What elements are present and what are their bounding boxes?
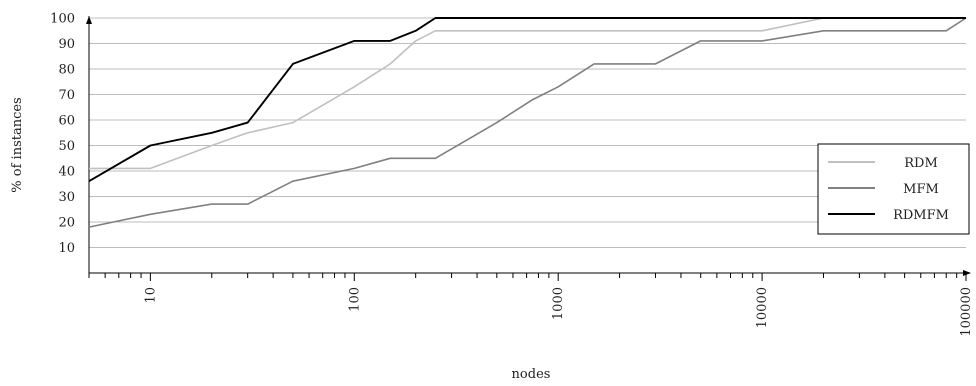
legend-label-rdmfm: RDMFM xyxy=(893,208,949,223)
y-tick-label: 30 xyxy=(58,190,75,205)
y-axis-arrow xyxy=(86,16,92,24)
series-lines xyxy=(88,17,967,228)
x-minor-ticks xyxy=(88,273,967,281)
legend-label-rdm: RDM xyxy=(904,156,938,171)
y-tick-label: 80 xyxy=(58,63,75,78)
legend: RDM MFM RDMFM xyxy=(817,143,970,235)
y-tick-labels: 10 20 30 40 50 60 70 80 90 100 xyxy=(50,12,75,257)
series-line-rdmfm xyxy=(88,17,966,183)
y-tick-label: 10 xyxy=(58,241,75,256)
x-tick-label: 100000 xyxy=(959,287,974,337)
y-tick-label: 60 xyxy=(58,114,75,129)
x-axis-title: nodes xyxy=(512,367,551,382)
y-tick-label: 90 xyxy=(58,37,75,52)
legend-label-mfm: MFM xyxy=(903,182,939,197)
y-tick-label: 20 xyxy=(58,216,75,231)
y-tick-label: 50 xyxy=(58,139,75,154)
y-tick-label: 100 xyxy=(50,12,75,27)
series-line-rdm xyxy=(89,17,966,170)
x-tick-label: 100 xyxy=(347,287,362,312)
y-tick-label: 40 xyxy=(58,165,75,180)
series-line-mfm xyxy=(88,17,967,228)
x-tick-labels: 10 100 1000 10000 100000 xyxy=(143,287,974,337)
x-axis-arrow xyxy=(963,270,971,276)
y-axis-title: % of instances xyxy=(10,97,25,192)
y-tick-label: 70 xyxy=(58,88,75,103)
x-tick-label: 10000 xyxy=(755,287,770,328)
x-tick-label: 1000 xyxy=(551,287,566,320)
x-tick-label: 10 xyxy=(143,287,158,304)
